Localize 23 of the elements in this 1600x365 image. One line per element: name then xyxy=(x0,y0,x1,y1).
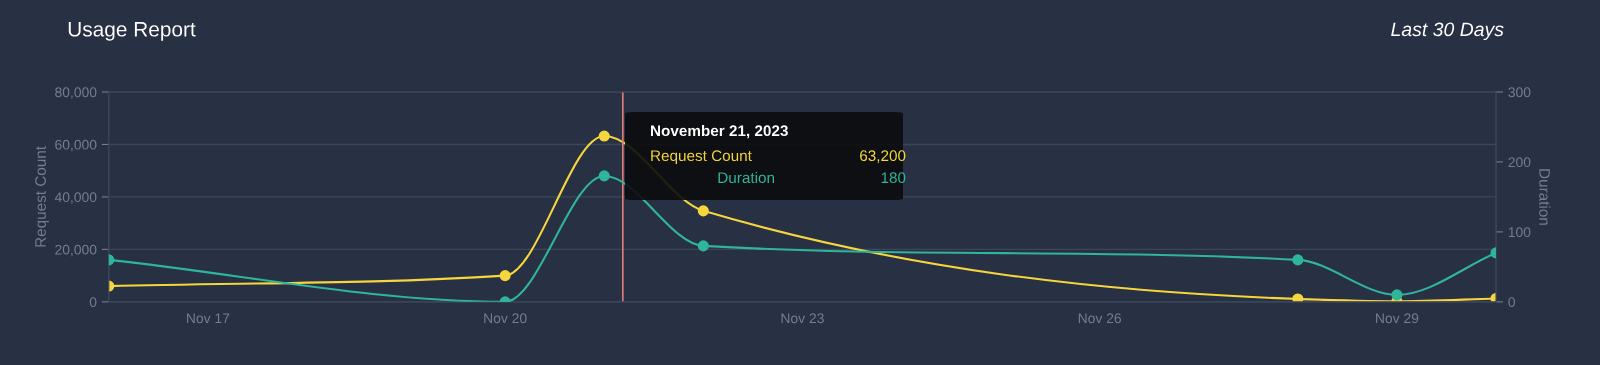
x-tick-label: Nov 23 xyxy=(781,313,824,324)
text: Duration xyxy=(718,171,775,184)
y2-tick-label: 300 xyxy=(1508,87,1531,98)
y-tick-label: 40,000 xyxy=(54,192,97,204)
y2-tick-label: 100 xyxy=(1508,227,1531,238)
y-tick-label: 20,000 xyxy=(55,244,97,257)
y2-tick-label: 200 xyxy=(1508,157,1531,168)
annotation: 180 xyxy=(881,172,906,184)
y-tick-label: 60,000 xyxy=(55,139,97,152)
chart-subtitle: Last 30 Days xyxy=(1391,22,1504,41)
annotation: November 21, 2023 xyxy=(651,124,788,139)
y-axis-title: Request Count xyxy=(35,146,49,247)
series-label: Request Count xyxy=(651,150,752,165)
x-tick-label: Nov 20 xyxy=(484,313,527,324)
y2-axis-title: Duration xyxy=(1539,169,1551,225)
chart-title: Usage Report xyxy=(68,22,196,41)
y2-tick-label: 0 xyxy=(1508,297,1515,308)
x-tick-label: Nov 29 xyxy=(1376,313,1419,324)
annotation: 63,200 xyxy=(860,150,906,163)
y-tick-label: 80,000 xyxy=(55,87,97,99)
x-tick-label: Nov 17 xyxy=(187,313,230,324)
y-tick-label: 0 xyxy=(89,297,97,308)
x-tick-label: Nov 26 xyxy=(1078,313,1122,324)
